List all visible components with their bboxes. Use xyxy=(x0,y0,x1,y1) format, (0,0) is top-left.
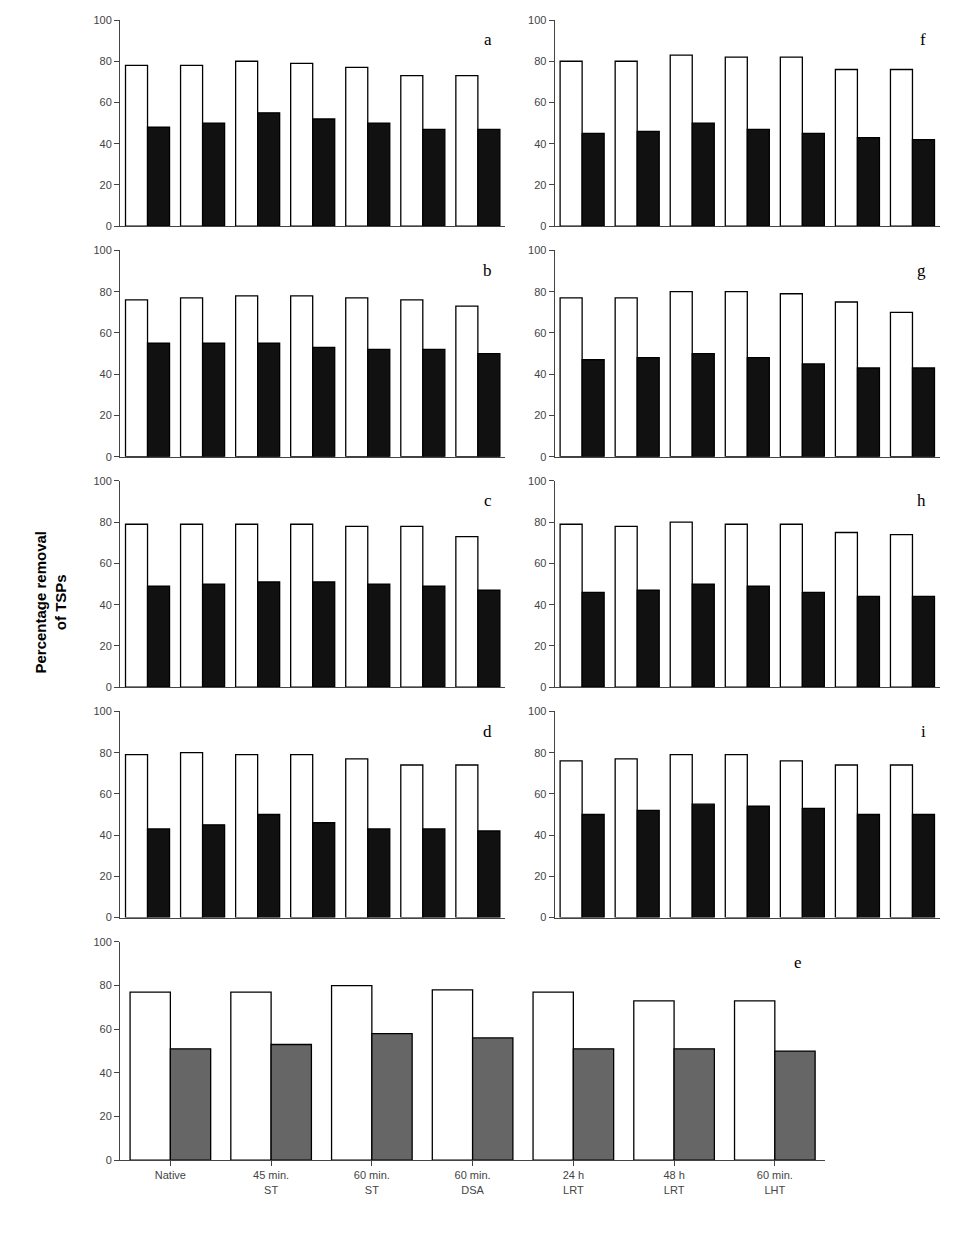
svg-text:40: 40 xyxy=(100,1067,112,1079)
svg-text:60: 60 xyxy=(534,327,546,339)
svg-text:40: 40 xyxy=(100,599,112,611)
svg-text:60 min.DSA: 60 min.DSA xyxy=(455,1169,491,1195)
svg-text:100: 100 xyxy=(528,475,546,487)
svg-text:100: 100 xyxy=(528,244,546,256)
svg-text:0: 0 xyxy=(540,681,546,693)
svg-text:20: 20 xyxy=(534,179,546,191)
svg-text:60 min.LHT: 60 min.LHT xyxy=(757,1169,793,1195)
svg-text:20: 20 xyxy=(100,409,112,421)
svg-text:60: 60 xyxy=(100,1023,112,1035)
svg-text:80: 80 xyxy=(100,747,112,759)
svg-text:e: e xyxy=(794,953,802,972)
svg-text:80: 80 xyxy=(534,55,546,67)
svg-text:80: 80 xyxy=(100,979,112,991)
svg-text:b: b xyxy=(483,261,492,280)
svg-text:0: 0 xyxy=(540,220,546,232)
svg-text:40: 40 xyxy=(534,829,546,841)
svg-text:60: 60 xyxy=(100,788,112,800)
svg-text:60 min.ST: 60 min.ST xyxy=(354,1169,390,1195)
svg-text:80: 80 xyxy=(534,516,546,528)
svg-text:c: c xyxy=(484,491,492,510)
svg-text:0: 0 xyxy=(106,220,112,232)
svg-text:0: 0 xyxy=(540,451,546,463)
svg-text:80: 80 xyxy=(100,286,112,298)
svg-text:60: 60 xyxy=(100,96,112,108)
svg-text:40: 40 xyxy=(534,599,546,611)
svg-text:Native: Native xyxy=(155,1169,186,1181)
svg-text:20: 20 xyxy=(534,409,546,421)
svg-text:40: 40 xyxy=(534,368,546,380)
svg-text:40: 40 xyxy=(534,138,546,150)
svg-text:i: i xyxy=(921,722,926,741)
svg-text:40: 40 xyxy=(100,368,112,380)
svg-text:100: 100 xyxy=(93,14,111,26)
svg-text:40: 40 xyxy=(100,138,112,150)
svg-text:100: 100 xyxy=(528,705,546,717)
svg-text:a: a xyxy=(484,30,492,49)
svg-text:80: 80 xyxy=(100,516,112,528)
svg-text:h: h xyxy=(917,491,926,510)
svg-text:0: 0 xyxy=(540,911,546,923)
svg-text:80: 80 xyxy=(534,747,546,759)
svg-text:100: 100 xyxy=(93,475,111,487)
svg-text:24 hLRT: 24 hLRT xyxy=(563,1169,584,1195)
svg-text:100: 100 xyxy=(93,244,111,256)
svg-text:0: 0 xyxy=(106,681,112,693)
svg-text:0: 0 xyxy=(106,1154,112,1166)
svg-text:Percentage removalof TSPs: Percentage removalof TSPs xyxy=(32,531,69,674)
svg-text:20: 20 xyxy=(534,640,546,652)
svg-text:g: g xyxy=(917,261,926,280)
svg-text:20: 20 xyxy=(100,1110,112,1122)
svg-text:20: 20 xyxy=(100,870,112,882)
svg-text:100: 100 xyxy=(93,705,111,717)
svg-text:f: f xyxy=(920,30,926,49)
svg-text:80: 80 xyxy=(534,286,546,298)
svg-text:20: 20 xyxy=(534,870,546,882)
svg-text:20: 20 xyxy=(100,640,112,652)
svg-text:60: 60 xyxy=(100,557,112,569)
svg-text:80: 80 xyxy=(100,55,112,67)
svg-text:60: 60 xyxy=(534,788,546,800)
svg-text:60: 60 xyxy=(534,557,546,569)
svg-text:0: 0 xyxy=(106,911,112,923)
svg-text:48 hLRT: 48 hLRT xyxy=(663,1169,684,1195)
svg-text:100: 100 xyxy=(93,936,111,948)
svg-text:45 min.ST: 45 min.ST xyxy=(253,1169,289,1195)
svg-text:100: 100 xyxy=(528,14,546,26)
svg-text:40: 40 xyxy=(100,829,112,841)
svg-text:60: 60 xyxy=(534,96,546,108)
svg-text:20: 20 xyxy=(100,179,112,191)
svg-text:60: 60 xyxy=(100,327,112,339)
svg-text:d: d xyxy=(483,722,492,741)
svg-text:0: 0 xyxy=(106,451,112,463)
